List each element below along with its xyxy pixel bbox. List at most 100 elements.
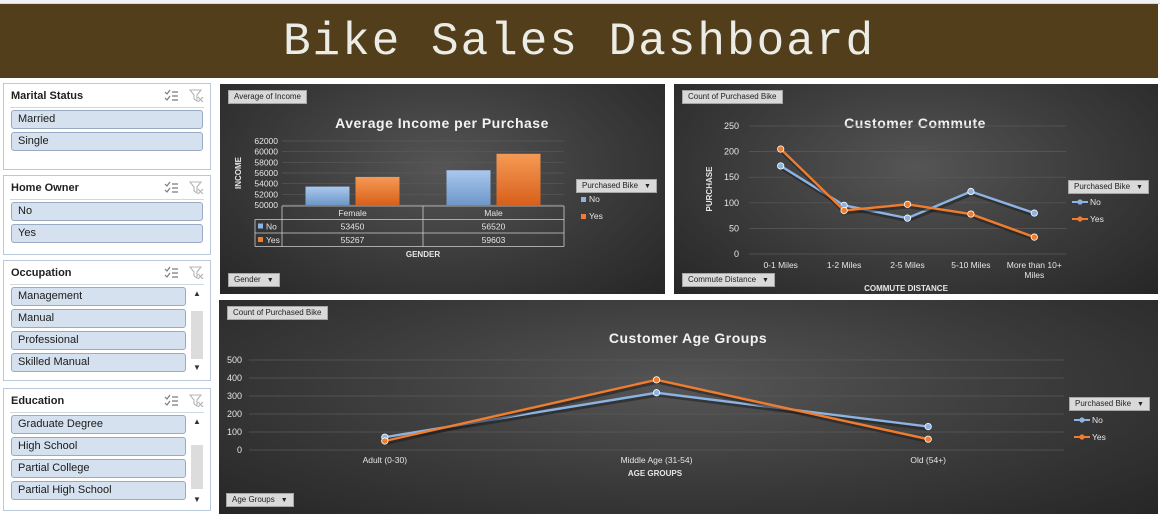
slicer-item-high-school[interactable]: High School (11, 437, 186, 456)
scroll-thumb[interactable] (191, 445, 203, 489)
x-axis-label: COMMUTE DISTANCE (864, 284, 949, 293)
legend-field-label: Purchased Bike (582, 181, 639, 190)
axis-field-button-age-groups[interactable]: Age Groups ▼ (226, 493, 294, 507)
clear-filter-icon[interactable] (189, 394, 204, 408)
y-tick-label: 62000 (254, 136, 278, 146)
field-button-count-purchased[interactable]: Count of Purchased Bike (227, 306, 328, 320)
slicer-title: Home Owner (11, 182, 79, 194)
slicer-item-no[interactable]: No (11, 202, 203, 221)
spreadsheet-gridlines (0, 0, 1160, 4)
slicer-education: Education Graduate Degree High School Pa… (3, 388, 211, 511)
clear-filter-icon[interactable] (189, 89, 204, 103)
multi-select-icon[interactable] (164, 266, 179, 280)
legend-field-button-purchased-bike[interactable]: Purchased Bike ▼ (1068, 180, 1149, 194)
legend-marker (1079, 434, 1085, 440)
x-tick-label: More than 10+ Miles (1007, 260, 1062, 280)
commute-line-chart: Customer Commute 0 50 100 150 200 250 PURCHASE 0… (705, 115, 1104, 293)
table-legend-key (258, 223, 263, 229)
slicer-marital-status: Marital Status Married Single (3, 83, 211, 170)
dropdown-arrow-icon: ▼ (1137, 401, 1144, 408)
table-row-label: Yes (266, 235, 280, 245)
slicer-scrollbar[interactable]: ▲ ▼ (190, 287, 204, 375)
legend-field-button-purchased-bike[interactable]: Purchased Bike ▼ (1069, 397, 1150, 411)
dropdown-arrow-icon: ▼ (280, 497, 288, 504)
y-tick-label: 400 (227, 373, 242, 383)
y-tick-label: 100 (724, 198, 739, 208)
slicer-header: Education (4, 389, 210, 413)
y-axis-label: INCOME (234, 156, 243, 189)
y-tick-label: 52000 (254, 189, 278, 199)
slicer-item-married[interactable]: Married (11, 110, 203, 129)
slicer-scrollbar[interactable]: ▲ ▼ (190, 415, 204, 507)
dropdown-arrow-icon: ▼ (266, 277, 274, 284)
x-tick-label: Old (54+) (910, 455, 946, 465)
y-tick-label: 0 (734, 249, 739, 259)
slicer-item-partial-high-school[interactable]: Partial High School (11, 481, 186, 500)
multi-select-icon[interactable] (164, 89, 179, 103)
slicer-item-management[interactable]: Management (11, 287, 186, 306)
data-point-no (777, 162, 785, 170)
age-groups-line-chart: Customer Age Groups 0 100 200 300 400 500 Adult… (227, 330, 1106, 478)
chart-title: Customer Age Groups (609, 330, 767, 346)
legend-label: Yes (1092, 432, 1106, 442)
field-button-count-purchased[interactable]: Count of Purchased Bike (682, 90, 783, 104)
y-tick-label: 50000 (254, 200, 278, 210)
slicer-item-manual[interactable]: Manual (11, 309, 186, 328)
slicer-occupation: Occupation Management Manual Professiona… (3, 260, 211, 381)
data-label: 55267 (341, 235, 365, 245)
slicer-item-yes[interactable]: Yes (11, 224, 203, 243)
slicer-home-owner: Home Owner No Yes (3, 175, 211, 255)
chart-title: Average Income per Purchase (335, 115, 549, 131)
scroll-thumb[interactable] (191, 311, 203, 359)
legend-marker (1077, 216, 1083, 222)
legend-marker (1077, 199, 1083, 205)
scroll-down-icon[interactable]: ▼ (193, 363, 201, 372)
clear-filter-icon[interactable] (189, 266, 204, 280)
data-point-yes (967, 210, 975, 218)
data-label: 53450 (341, 222, 365, 232)
scroll-up-icon[interactable]: ▲ (193, 289, 201, 298)
slicer-title: Education (11, 395, 65, 407)
bar-yes-male (496, 153, 541, 205)
y-tick-label: 56000 (254, 168, 278, 178)
slicer-item-graduate-degree[interactable]: Graduate Degree (11, 415, 186, 434)
legend-field-label: Purchased Bike (1074, 182, 1131, 191)
x-tick-label: 2-5 Miles (890, 260, 924, 270)
y-tick-label: 100 (227, 427, 242, 437)
axis-field-label: Gender (234, 275, 261, 284)
multi-select-icon[interactable] (164, 181, 179, 195)
data-label: 56520 (482, 222, 506, 232)
data-point-no (967, 187, 975, 196)
scroll-down-icon[interactable]: ▼ (193, 495, 201, 504)
data-point-no (924, 423, 932, 431)
scroll-up-icon[interactable]: ▲ (193, 417, 201, 426)
x-tick-label: 5-10 Miles (951, 260, 990, 270)
legend-field-label: Purchased Bike (1075, 399, 1132, 408)
data-point-yes (903, 200, 912, 208)
legend-label: No (1092, 415, 1103, 425)
bar-no-female (305, 186, 350, 205)
dropdown-arrow-icon: ▼ (1136, 184, 1143, 191)
data-point-yes (840, 206, 848, 215)
x-tick-label: Middle Age (31-54) (621, 455, 693, 465)
legend-marker (1079, 417, 1085, 423)
y-tick-label: 0 (237, 445, 242, 455)
y-tick-label: 200 (227, 409, 242, 419)
axis-field-button-commute-distance[interactable]: Commute Distance ▼ (682, 273, 775, 287)
slicer-item-skilled-manual[interactable]: Skilled Manual (11, 353, 186, 372)
field-button-average-income[interactable]: Average of Income (228, 90, 308, 104)
y-tick-label: 150 (724, 172, 739, 182)
y-tick-label: 58000 (254, 157, 278, 167)
chart-title: Customer Commute (844, 115, 986, 131)
slicer-item-professional[interactable]: Professional (11, 331, 186, 350)
x-axis-label: AGE GROUPS (628, 469, 683, 478)
y-axis-label: PURCHASE (705, 166, 714, 212)
clear-filter-icon[interactable] (189, 181, 204, 195)
multi-select-icon[interactable] (164, 394, 179, 408)
legend-label: Yes (1090, 214, 1104, 224)
axis-field-button-gender[interactable]: Gender ▼ (228, 273, 280, 287)
legend-field-button-purchased-bike[interactable]: Purchased Bike ▼ (576, 179, 657, 193)
slicer-item-single[interactable]: Single (11, 132, 203, 151)
x-tick-label: 0-1 Miles (763, 260, 797, 270)
slicer-item-partial-college[interactable]: Partial College (11, 459, 186, 478)
